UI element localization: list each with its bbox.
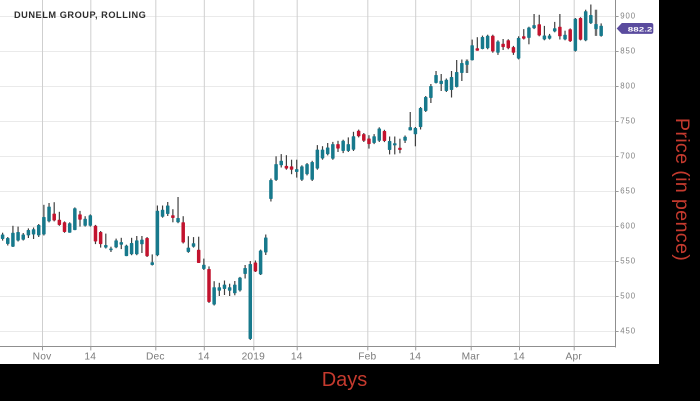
svg-text:700: 700 bbox=[620, 152, 636, 161]
svg-text:14: 14 bbox=[84, 351, 96, 362]
svg-text:650: 650 bbox=[620, 187, 636, 196]
svg-text:14: 14 bbox=[291, 351, 303, 362]
svg-text:882.2: 882.2 bbox=[628, 28, 654, 34]
svg-text:Dec: Dec bbox=[146, 351, 165, 362]
svg-text:DUNELM GROUP, ROLLING: DUNELM GROUP, ROLLING bbox=[14, 10, 146, 20]
svg-text:550: 550 bbox=[620, 257, 636, 266]
svg-text:2019: 2019 bbox=[242, 351, 266, 362]
svg-text:500: 500 bbox=[620, 292, 636, 301]
svg-text:800: 800 bbox=[620, 82, 636, 91]
svg-text:Nov: Nov bbox=[33, 351, 52, 362]
svg-text:14: 14 bbox=[513, 351, 525, 362]
svg-text:Feb: Feb bbox=[358, 351, 376, 362]
svg-text:850: 850 bbox=[620, 47, 636, 56]
svg-text:14: 14 bbox=[409, 351, 421, 362]
svg-text:450: 450 bbox=[620, 327, 636, 336]
svg-text:600: 600 bbox=[620, 222, 636, 231]
svg-text:14: 14 bbox=[198, 351, 210, 362]
svg-text:Mar: Mar bbox=[462, 351, 481, 362]
svg-text:750: 750 bbox=[620, 117, 636, 126]
svg-text:900: 900 bbox=[620, 12, 636, 21]
svg-text:Apr: Apr bbox=[565, 351, 582, 362]
